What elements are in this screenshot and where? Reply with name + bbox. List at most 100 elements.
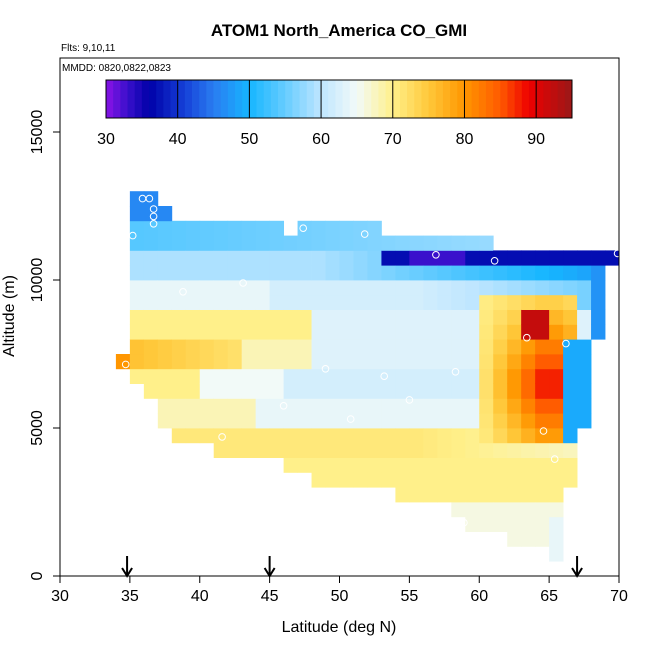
heatmap-cell bbox=[255, 442, 271, 458]
heatmap-cell bbox=[437, 324, 452, 340]
heatmap-cell bbox=[493, 368, 508, 384]
heatmap-cell bbox=[381, 413, 396, 429]
heatmap-cell bbox=[255, 398, 271, 414]
heatmap-cell bbox=[255, 324, 271, 340]
y-tick-label: 5000 bbox=[29, 410, 46, 446]
heatmap-cell bbox=[283, 457, 298, 473]
heatmap-cell bbox=[171, 413, 187, 429]
heatmap-cell bbox=[507, 294, 522, 310]
heatmap-cell bbox=[325, 457, 340, 473]
heatmap-cell bbox=[129, 191, 145, 207]
heatmap-cell bbox=[395, 472, 410, 488]
colorbar-swatch bbox=[270, 80, 279, 118]
heatmap-cell bbox=[227, 442, 243, 458]
colorbar-swatch bbox=[564, 80, 573, 118]
heatmap-cell bbox=[591, 324, 606, 340]
heatmap-cell bbox=[297, 368, 312, 384]
observation-point bbox=[613, 249, 622, 258]
heatmap-cell bbox=[507, 368, 522, 384]
heatmap-cell bbox=[395, 398, 410, 414]
heatmap-cell bbox=[437, 413, 452, 429]
colorbar-swatch bbox=[141, 80, 150, 118]
heatmap-cell bbox=[451, 309, 466, 325]
heatmap-cell bbox=[507, 457, 522, 473]
heatmap-cell bbox=[395, 265, 410, 281]
heatmap-cell bbox=[367, 339, 382, 355]
heatmap-cell bbox=[213, 442, 229, 458]
heatmap-cell bbox=[171, 250, 187, 266]
heatmap-cell bbox=[437, 294, 452, 310]
heatmap-cell bbox=[381, 457, 396, 473]
heatmap-cell bbox=[157, 206, 173, 222]
heatmap-cell bbox=[367, 220, 382, 236]
heatmap-cell bbox=[409, 368, 424, 384]
heatmap-cell bbox=[325, 472, 340, 488]
heatmap-cell bbox=[143, 354, 159, 370]
heatmap-cell bbox=[185, 280, 201, 296]
heatmap-cell bbox=[437, 354, 452, 370]
heatmap-cell bbox=[549, 324, 564, 340]
heatmap-cell bbox=[129, 339, 145, 355]
colorbar-swatch bbox=[450, 80, 458, 118]
heatmap-cell bbox=[157, 220, 173, 236]
colorbar: 30 40 50 60 70 80 90 bbox=[97, 79, 573, 148]
colorbar-swatch bbox=[435, 80, 444, 118]
flight-arrows bbox=[121, 556, 583, 578]
heatmap-cell bbox=[507, 442, 522, 458]
heatmap-cell bbox=[339, 368, 354, 384]
heatmap-cell bbox=[353, 428, 368, 444]
heatmap-cell bbox=[115, 354, 131, 370]
heatmap-cell bbox=[171, 428, 187, 444]
heatmap-cell bbox=[465, 428, 480, 444]
heatmap-cell bbox=[185, 294, 201, 310]
colorbar-swatch bbox=[364, 80, 372, 118]
heatmap-cell bbox=[479, 487, 494, 503]
heatmap-cell bbox=[283, 428, 298, 444]
colorbar-swatch bbox=[471, 80, 480, 118]
heatmap-cell bbox=[465, 324, 480, 340]
heatmap-cell bbox=[451, 457, 466, 473]
heatmap-cell bbox=[297, 398, 312, 414]
heatmap-cell bbox=[395, 442, 410, 458]
heatmap-cell bbox=[507, 472, 522, 488]
heatmap-cell bbox=[535, 442, 550, 458]
colorbar-swatch bbox=[113, 80, 121, 118]
heatmap-cell bbox=[409, 472, 424, 488]
colorbar-swatch bbox=[378, 80, 386, 118]
heatmap-cell bbox=[185, 398, 201, 414]
flight-arrow bbox=[121, 556, 133, 578]
heatmap-cell bbox=[493, 354, 508, 370]
heatmap-cell bbox=[227, 309, 243, 325]
heatmap-cell bbox=[339, 398, 354, 414]
heatmap-cell bbox=[535, 324, 550, 340]
heatmap-cell bbox=[213, 280, 229, 296]
colorbar-swatch bbox=[371, 80, 379, 118]
heatmap-cell bbox=[479, 250, 494, 266]
heatmap-cell bbox=[549, 472, 564, 488]
heatmap-cell bbox=[479, 472, 494, 488]
heatmap-cell bbox=[311, 324, 326, 340]
heatmap-cell bbox=[325, 309, 340, 325]
heatmap-cell bbox=[577, 339, 592, 355]
heatmap-cell bbox=[521, 354, 536, 370]
colorbar-swatch bbox=[220, 80, 229, 118]
heatmap-cell bbox=[367, 280, 382, 296]
heatmap-cell bbox=[535, 265, 550, 281]
heatmap-cell bbox=[591, 250, 606, 266]
x-tick-label: 45 bbox=[261, 588, 279, 605]
x-tick-label: 70 bbox=[610, 588, 628, 605]
chart-title: ATOM1 North_America CO_GMI bbox=[211, 21, 467, 40]
heatmap-cell bbox=[353, 413, 368, 429]
heatmap-cell bbox=[171, 324, 187, 340]
heatmap-cell bbox=[199, 235, 215, 251]
heatmap-cell bbox=[129, 220, 145, 236]
observation-point bbox=[490, 257, 499, 265]
dates-note: MMDD: 0820,0822,0823 bbox=[62, 63, 171, 74]
heatmap-cell bbox=[507, 309, 522, 325]
heatmap-cell bbox=[283, 339, 298, 355]
heatmap-cell bbox=[409, 265, 424, 281]
heatmap-cell bbox=[437, 428, 452, 444]
heatmap-cell bbox=[339, 354, 354, 370]
heatmap-cell bbox=[269, 339, 285, 355]
heatmap-cell bbox=[129, 368, 145, 384]
